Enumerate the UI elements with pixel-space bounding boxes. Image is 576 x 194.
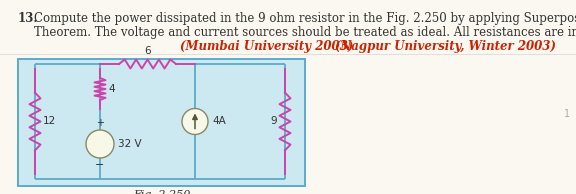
Circle shape	[182, 108, 208, 134]
Text: 4A: 4A	[212, 117, 226, 126]
Circle shape	[86, 130, 114, 158]
Text: 1: 1	[564, 109, 570, 119]
Text: 32 V: 32 V	[118, 139, 142, 149]
Text: (Nagpur University, Winter 2003): (Nagpur University, Winter 2003)	[335, 40, 556, 53]
Text: 4: 4	[108, 84, 115, 94]
Text: Compute the power dissipated in the 9 ohm resistor in the Fig. 2.250 by applying: Compute the power dissipated in the 9 oh…	[34, 12, 576, 25]
Text: (Mumbai University 2003): (Mumbai University 2003)	[180, 40, 353, 53]
Text: 12: 12	[43, 117, 56, 126]
Text: 6: 6	[144, 46, 151, 56]
Text: 13.: 13.	[18, 12, 39, 25]
Text: +: +	[96, 118, 104, 128]
Text: −: −	[95, 160, 105, 170]
Text: Fig. 2.250: Fig. 2.250	[133, 190, 190, 194]
Text: 9: 9	[270, 117, 277, 126]
Bar	[18, 59, 305, 186]
Text: Theorem. The voltage and current sources should be treated as ideal. All resista: Theorem. The voltage and current sources…	[34, 26, 576, 39]
